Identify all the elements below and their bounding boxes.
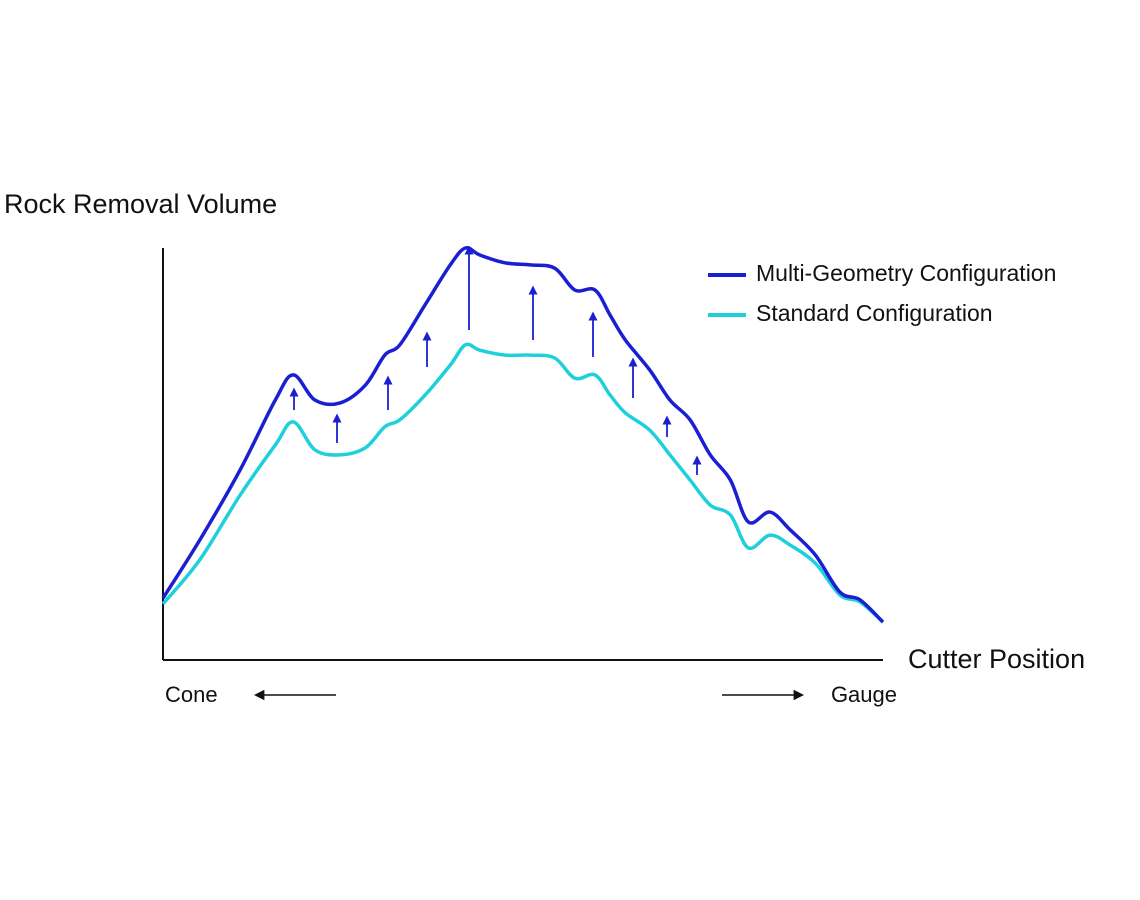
series-line	[161, 245, 885, 624]
legend-label: Standard Configuration	[756, 300, 993, 326]
increase-arrows	[289, 245, 702, 475]
series-line	[161, 342, 885, 624]
x-start-label: Cone	[165, 682, 218, 707]
x-end-label: Gauge	[831, 682, 897, 707]
legend-label: Multi-Geometry Configuration	[756, 260, 1056, 286]
x-axis-label: Cutter Position	[908, 644, 1085, 674]
y-axis-label: Rock Removal Volume	[4, 189, 277, 219]
